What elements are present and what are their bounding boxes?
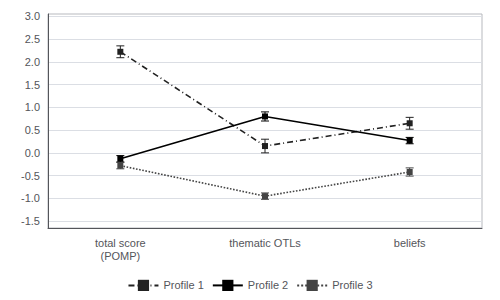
svg-text:beliefs: beliefs <box>394 237 426 249</box>
svg-text:Profile 2: Profile 2 <box>248 279 288 291</box>
svg-text:1.5: 1.5 <box>25 79 40 91</box>
svg-text:-1.5: -1.5 <box>21 215 40 227</box>
svg-text:-0.5: -0.5 <box>21 170 40 182</box>
svg-text:Profile 3: Profile 3 <box>332 279 372 291</box>
svg-text:-1.0: -1.0 <box>21 192 40 204</box>
svg-text:0.0: 0.0 <box>25 147 40 159</box>
svg-text:total score: total score <box>95 237 146 249</box>
svg-text:2.0: 2.0 <box>25 56 40 68</box>
svg-text:thematic OTLs: thematic OTLs <box>229 237 301 249</box>
svg-text:3.0: 3.0 <box>25 10 40 22</box>
svg-text:0.5: 0.5 <box>25 124 40 136</box>
svg-text:Profile 1: Profile 1 <box>163 279 203 291</box>
svg-text:(POMP): (POMP) <box>100 250 140 262</box>
svg-text:2.5: 2.5 <box>25 33 40 45</box>
svg-text:1.0: 1.0 <box>25 101 40 113</box>
